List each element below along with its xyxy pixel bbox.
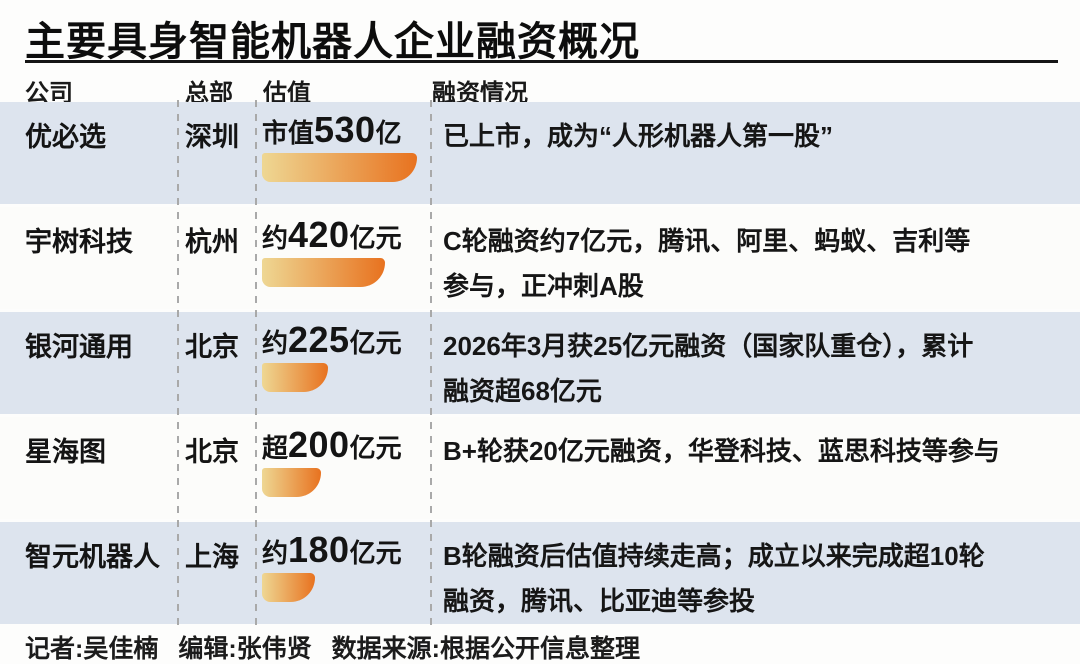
headquarters: 深圳 [185,122,239,152]
funding-details: C轮融资约7亿元，腾讯、阿里、蚂蚁、吉利等 参与，正冲刺A股 [443,226,971,301]
headquarters: 北京 [185,437,239,467]
valuation-label: 约180亿元 [262,529,402,571]
table-row: 星海图 北京 超200亿元 B+轮获20亿元融资，华登科技、蓝思科技等参与 [0,417,1080,519]
company-name: 宇树科技 [25,227,133,257]
headquarters: 上海 [185,542,239,572]
valuation-prefix: 约 [262,223,289,253]
valuation-number: 225 [288,319,350,360]
valuation-unit: 亿元 [349,538,402,568]
table-row: 银河通用 北京 约225亿元 2026年3月获25亿元融资（国家队重仓），累计融… [0,312,1080,414]
credit-editor: 编辑:张伟贤 [178,635,312,663]
company-name: 优必选 [25,122,106,152]
company-name: 银河通用 [25,332,133,362]
valuation-label: 约420亿元 [262,214,402,256]
valuation-prefix: 超 [262,433,289,463]
valuation-unit: 亿 [375,118,402,148]
table-row: 优必选 深圳 市值530亿 已上市，成为“人形机器人第一股” [0,102,1080,204]
table-rows: 优必选 深圳 市值530亿 已上市，成为“人形机器人第一股” 宇树科技 杭州 约… [0,102,1080,624]
table-row: 智元机器人 上海 约180亿元 B轮融资后估值持续走高；成立以来完成超10轮 融资… [0,522,1080,624]
funding-details: 2026年3月获25亿元融资（国家队重仓），累计 融资超68亿元 [443,331,974,406]
credit-reporter: 记者:吴佳楠 [25,635,159,663]
headquarters: 北京 [185,332,239,362]
valuation-number: 200 [288,424,350,465]
column-divider-3 [430,100,432,625]
column-divider-2 [255,100,257,625]
valuation-number: 180 [288,529,350,570]
headquarters: 杭州 [185,227,239,257]
funding-details: B+轮获20亿元融资，华登科技、蓝思科技等参与 [443,436,1000,466]
valuation-prefix: 市值 [262,118,315,148]
column-divider-1 [177,100,179,625]
funding-details: 已上市，成为“人形机器人第一股” [443,121,834,151]
credits-footer: 记者:吴佳楠 编辑:张伟贤 数据来源:根据公开信息整理 [25,629,640,664]
valuation-number: 420 [288,214,350,255]
valuation-label: 市值530亿 [262,109,402,151]
valuation-label: 超200亿元 [262,424,402,466]
company-name: 星海图 [25,437,106,467]
company-name: 智元机器人 [25,542,160,572]
title-underline [25,60,1058,63]
valuation-bar [262,468,321,497]
valuation-unit: 亿元 [349,433,402,463]
valuation-number: 530 [314,109,376,150]
credit-source: 数据来源:根据公开信息整理 [331,635,640,663]
valuation-prefix: 约 [262,328,289,358]
valuation-unit: 亿元 [349,328,402,358]
valuation-label: 约225亿元 [262,319,402,361]
table-row: 宇树科技 杭州 约420亿元 C轮融资约7亿元，腾讯、阿里、蚂蚁、吉利等 参与，正… [0,207,1080,309]
valuation-bar [262,153,417,182]
funding-details: B轮融资后估值持续走高；成立以来完成超10轮 融资，腾讯、比亚迪等参投 [443,541,985,616]
valuation-bar [262,573,315,602]
valuation-bar [262,363,328,392]
valuation-prefix: 约 [262,538,289,568]
valuation-unit: 亿元 [349,223,402,253]
page-title: 主要具身智能机器人企业融资概况 [25,20,640,64]
valuation-bar [262,258,385,287]
